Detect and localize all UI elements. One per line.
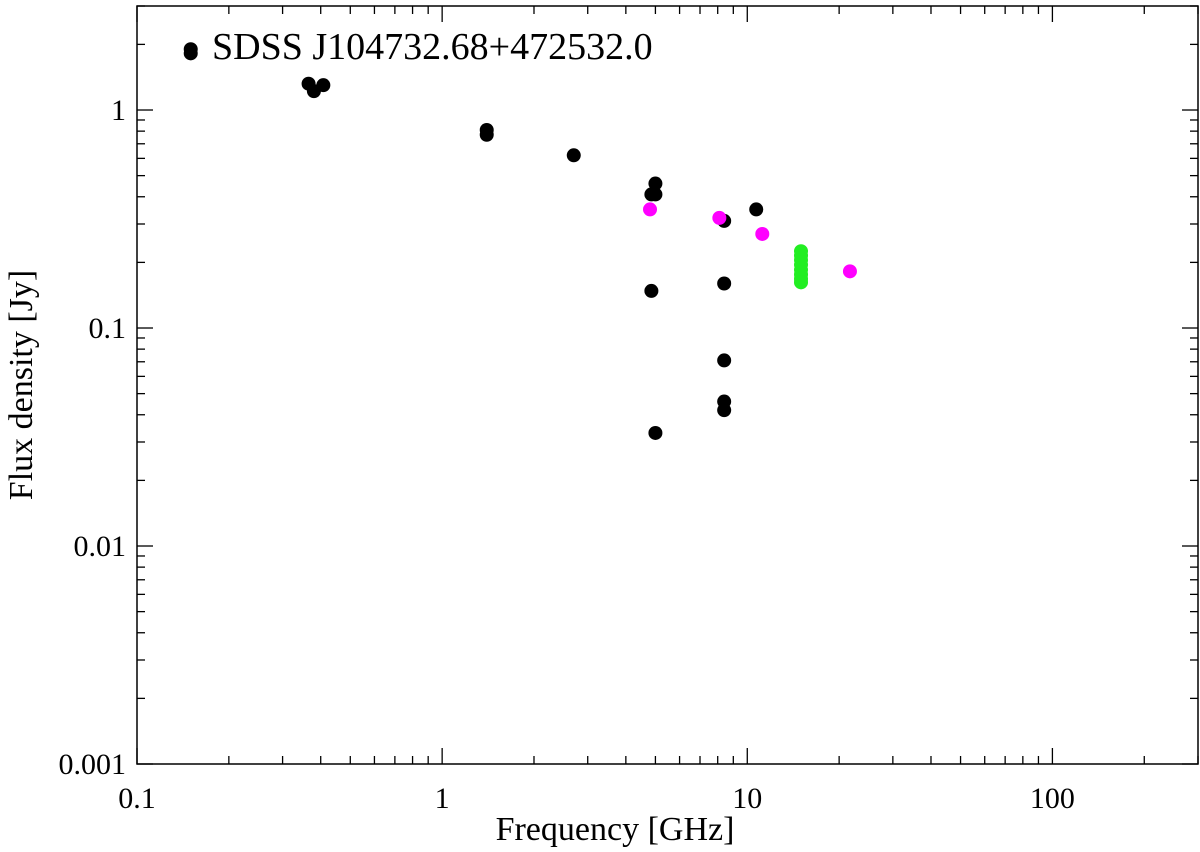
data-point [648,176,663,191]
y-tick-label: 1 [111,94,126,127]
axis-tick-labels: 0.1 1 10 100 0.001 0.01 0.1 1 [59,94,1075,815]
data-point [717,276,732,291]
y-tick-label: 0.001 [59,748,127,781]
data-point [842,264,857,279]
data-points [183,42,857,440]
data-point [479,122,494,137]
data-point [648,187,663,202]
x-axis-title: Frequency [GHz] [496,811,735,848]
data-point [566,148,581,163]
x-tick-label: 100 [1030,782,1075,815]
y-tick-label: 0.1 [89,312,127,345]
data-point [749,202,764,217]
data-point [316,78,331,93]
data-point [794,275,809,290]
y-axis-title: Flux density [Jy] [3,270,40,500]
axis-ticks [136,5,1199,765]
y-tick-label: 0.01 [74,530,127,563]
data-point [712,210,727,225]
data-point [755,226,770,241]
plot-title: SDSS J104732.68+472532.0 [212,26,653,68]
data-point [717,403,732,418]
data-point [717,353,732,368]
data-point [648,425,663,440]
x-tick-label: 0.1 [118,782,156,815]
data-point [643,202,658,217]
x-tick-label: 10 [732,782,762,815]
data-point [644,283,659,298]
plot-frame [136,5,1199,765]
data-point [183,42,198,57]
x-tick-label: 1 [435,782,450,815]
